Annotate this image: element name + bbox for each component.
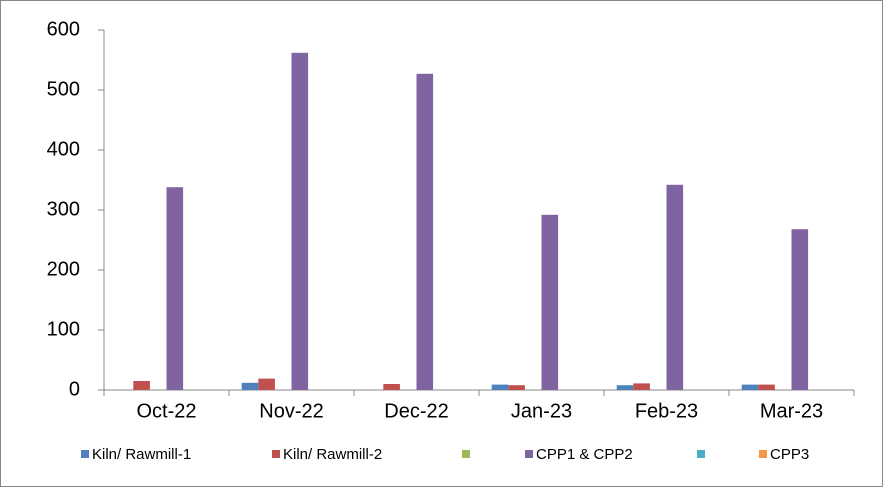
y-tick-label: 600 <box>47 18 80 40</box>
legend-swatch <box>759 450 767 458</box>
bar <box>291 52 309 391</box>
y-tick-label: 200 <box>47 258 80 280</box>
y-tick-label: 400 <box>47 138 80 160</box>
bar <box>541 214 559 390</box>
bar <box>741 384 759 390</box>
x-tick-label: Mar-23 <box>760 400 823 422</box>
y-tick-label: 300 <box>47 198 80 220</box>
bar <box>633 383 650 390</box>
legend-swatch <box>81 450 89 458</box>
bar <box>758 384 775 390</box>
x-tick-label: Nov-22 <box>259 400 323 422</box>
bar <box>133 381 150 390</box>
y-tick-label: 100 <box>47 318 80 340</box>
bar <box>416 73 434 391</box>
legend-label: Kiln/ Rawmill-2 <box>283 446 382 463</box>
legend-label: CPP1 & CPP2 <box>536 446 633 463</box>
x-tick-label: Oct-22 <box>136 400 196 422</box>
legend-label: Kiln/ Rawmill-1 <box>92 446 191 463</box>
x-tick-label: Feb-23 <box>635 400 698 422</box>
x-tick-label: Dec-22 <box>384 400 448 422</box>
bar <box>258 378 275 390</box>
bar <box>616 385 634 390</box>
bar <box>491 384 509 390</box>
x-tick-label: Jan-23 <box>511 400 572 422</box>
y-tick-label: 0 <box>69 378 80 400</box>
bar <box>791 229 809 390</box>
bar <box>383 384 400 390</box>
legend-swatch <box>525 450 533 458</box>
legend-swatch <box>272 450 280 458</box>
legend-label: CPP3 <box>770 446 809 463</box>
bar <box>241 382 259 390</box>
bar <box>508 385 525 390</box>
legend-swatch <box>462 450 470 458</box>
y-tick-label: 500 <box>47 78 80 100</box>
bar <box>666 184 684 390</box>
legend-swatch <box>697 450 705 458</box>
bar <box>166 187 184 390</box>
